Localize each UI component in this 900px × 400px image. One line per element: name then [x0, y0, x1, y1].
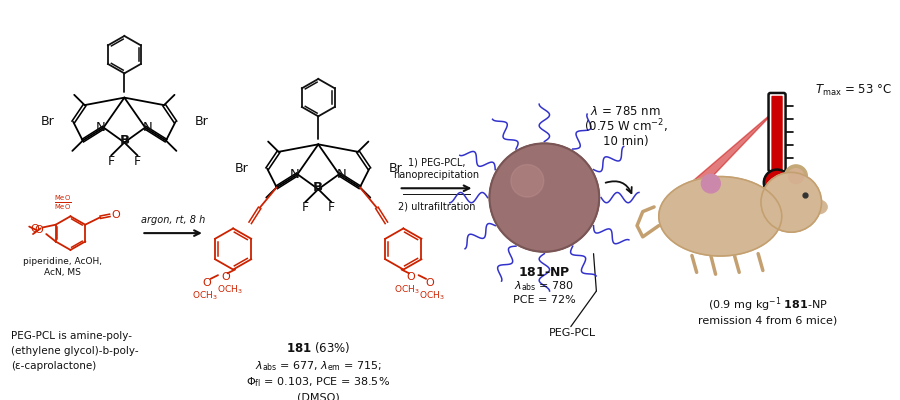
Text: (0.75 W cm$^{-2}$,: (0.75 W cm$^{-2}$,: [584, 118, 668, 135]
Text: O: O: [426, 278, 435, 288]
Text: N: N: [337, 168, 347, 181]
Text: PEG-PCL: PEG-PCL: [549, 328, 597, 338]
Text: nanoprecipitation: nanoprecipitation: [393, 170, 480, 180]
Text: PEG-PCL is amine-poly-: PEG-PCL is amine-poly-: [11, 331, 131, 341]
Circle shape: [511, 165, 577, 230]
Text: $\lambda_{\rm abs}$ = 780: $\lambda_{\rm abs}$ = 780: [515, 280, 574, 293]
Text: (0.9 mg kg$^{-1}$ $\mathbf{181}$-NP: (0.9 mg kg$^{-1}$ $\mathbf{181}$-NP: [707, 296, 827, 314]
Text: O: O: [221, 272, 230, 282]
Text: $\Phi_{\rm fl}$ = 0.103, PCE = 38.5%: $\Phi_{\rm fl}$ = 0.103, PCE = 38.5%: [247, 375, 391, 388]
Text: $\rm OCH_3$: $\rm OCH_3$: [418, 290, 445, 302]
Circle shape: [788, 169, 804, 184]
Text: O: O: [31, 224, 40, 234]
Text: $\mathbf{181}$ (63%): $\mathbf{181}$ (63%): [286, 340, 351, 355]
Text: $\rm OCH_3$: $\rm OCH_3$: [217, 284, 242, 296]
Ellipse shape: [659, 176, 782, 256]
Text: 1) PEG-PCL,: 1) PEG-PCL,: [408, 157, 465, 167]
Text: (ethylene glycol)-b-poly-: (ethylene glycol)-b-poly-: [11, 346, 139, 356]
Text: $\lambda$ = 785 nm: $\lambda$ = 785 nm: [590, 105, 662, 118]
Text: 2) ultrafiltration: 2) ultrafiltration: [398, 202, 475, 212]
Text: PCE = 72%: PCE = 72%: [513, 295, 576, 305]
Ellipse shape: [808, 200, 827, 214]
Text: $\mathit{T}_{\rm max}$ = 53 °C: $\mathit{T}_{\rm max}$ = 53 °C: [814, 83, 892, 98]
Text: B: B: [120, 134, 130, 147]
Text: $\rm OCH_3$: $\rm OCH_3$: [394, 284, 420, 296]
Text: F: F: [108, 155, 114, 168]
Text: Br: Br: [388, 162, 402, 175]
Text: (ε-caprolactone): (ε-caprolactone): [11, 361, 96, 371]
Text: Br: Br: [194, 116, 208, 128]
Text: F: F: [302, 201, 309, 214]
Text: remission 4 from 6 mice): remission 4 from 6 mice): [698, 316, 837, 326]
Text: Br: Br: [235, 162, 248, 175]
Text: O: O: [202, 278, 211, 288]
Text: N: N: [290, 168, 300, 181]
Text: O: O: [34, 225, 43, 235]
Text: AcN, MS: AcN, MS: [44, 268, 81, 277]
Circle shape: [701, 174, 720, 193]
Circle shape: [511, 164, 544, 197]
Text: N: N: [143, 121, 153, 134]
Text: O: O: [407, 272, 416, 282]
Text: $\rm\frac{MeO}{MeO}$: $\rm\frac{MeO}{MeO}$: [54, 194, 72, 212]
Text: $\lambda_{\rm abs}$ = 677, $\lambda_{\rm em}$ = 715;: $\lambda_{\rm abs}$ = 677, $\lambda_{\rm…: [255, 359, 382, 373]
Text: $\mathbf{181}$-NP: $\mathbf{181}$-NP: [518, 266, 571, 279]
FancyBboxPatch shape: [769, 93, 786, 172]
Text: B: B: [313, 181, 323, 194]
Polygon shape: [684, 109, 777, 193]
Text: 10 min): 10 min): [603, 135, 649, 148]
Text: O: O: [112, 210, 121, 220]
Text: N: N: [95, 121, 105, 134]
Circle shape: [490, 144, 599, 252]
Text: piperidine, AcOH,: piperidine, AcOH,: [23, 257, 103, 266]
Text: argon, rt, 8 h: argon, rt, 8 h: [141, 215, 205, 225]
Circle shape: [764, 170, 790, 196]
Text: F: F: [328, 201, 335, 214]
Text: Br: Br: [40, 116, 54, 128]
Circle shape: [490, 144, 599, 252]
Circle shape: [785, 165, 807, 187]
Text: $\rm OCH_3$: $\rm OCH_3$: [192, 290, 218, 302]
FancyBboxPatch shape: [771, 96, 783, 170]
Text: (DMSO): (DMSO): [297, 392, 339, 400]
Circle shape: [498, 152, 591, 244]
Circle shape: [761, 172, 822, 232]
Text: F: F: [134, 155, 141, 168]
